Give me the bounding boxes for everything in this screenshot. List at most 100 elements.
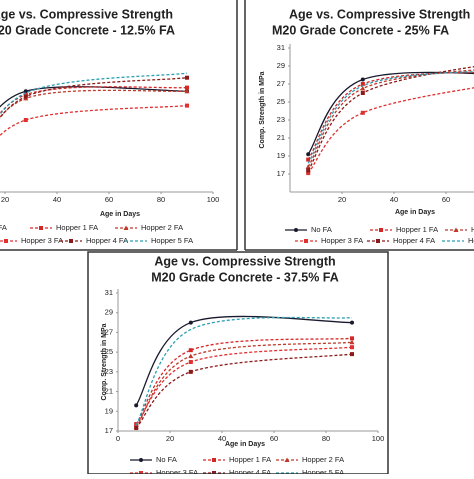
legend-marker — [453, 227, 459, 232]
x-tick-label: 80 — [322, 434, 330, 443]
data-point — [185, 85, 189, 90]
x-tick-label: 100 — [207, 195, 220, 204]
chart-subtitle: M20 Grade Concrete - 12.5% FA — [0, 23, 175, 37]
legend-label: Hopper 4 FA — [86, 236, 128, 245]
y-tick-label: 31 — [277, 43, 285, 52]
panel: Age vs. Compressive Strength M20 Grade Co… — [101, 254, 384, 474]
series-line — [135, 346, 353, 426]
y-tick-label: 21 — [277, 133, 285, 142]
legend-marker — [39, 226, 43, 230]
data-point — [188, 320, 193, 325]
data-point — [188, 369, 193, 374]
series-line — [0, 86, 188, 108]
chart-title: Age vs. Compressive Strength — [289, 7, 470, 21]
data-point — [306, 152, 311, 157]
data-point — [360, 82, 365, 86]
data-point — [305, 164, 311, 169]
data-point — [350, 320, 354, 325]
legend-marker — [212, 471, 216, 474]
y-tick-label: 25 — [277, 97, 285, 106]
data-point — [306, 168, 311, 173]
x-tick-label: 60 — [270, 434, 278, 443]
x-tick-label: 60 — [442, 195, 450, 204]
legend-marker — [379, 228, 383, 232]
series-line — [0, 86, 188, 115]
data-point — [188, 353, 194, 359]
legend-marker — [284, 457, 290, 462]
series-line — [135, 316, 353, 426]
y-axis-label: Comp. Strength in MPa — [101, 323, 108, 400]
legend-label: Hopper 5 FA — [468, 236, 474, 245]
series-line — [0, 72, 188, 116]
legend-label: No FA — [311, 225, 332, 234]
legend-marker — [69, 239, 73, 243]
data-point — [184, 88, 190, 94]
data-point — [23, 94, 28, 99]
y-tick-label: 25 — [105, 347, 113, 356]
data-point — [306, 171, 311, 176]
legend-label: Hopper 1 FA — [396, 225, 438, 234]
chart-title: Age vs. Compressive Strength — [0, 7, 173, 21]
data-point — [360, 91, 365, 95]
x-tick-label: 20 — [1, 195, 9, 204]
legend-label: No FA — [156, 455, 177, 464]
x-tick-label: 20 — [166, 434, 174, 443]
legend-marker — [123, 225, 129, 230]
series-line — [307, 71, 474, 164]
data-point — [185, 103, 189, 108]
legend-label: Hopper 1 FA — [229, 455, 271, 464]
legend-label: Hopper 2 FA — [141, 223, 183, 232]
y-tick-label: 21 — [105, 387, 113, 396]
legend-label: Hopper 3 FA — [21, 236, 63, 245]
x-tick-label: 80 — [157, 195, 165, 204]
data-point — [306, 157, 311, 162]
data-point — [23, 118, 28, 122]
legend-label: Hopper 2 FA — [302, 455, 344, 464]
legend-marker — [376, 239, 380, 243]
legend-label: Hopper 3 FA — [156, 468, 198, 474]
chart-title: Age vs. Compressive Strength — [154, 254, 335, 268]
data-point — [185, 75, 189, 80]
y-tick-label: 31 — [105, 288, 113, 297]
legend-label: No FA — [0, 223, 7, 232]
legend-label: Hopper 1 FA — [56, 223, 98, 232]
y-tick-label: 19 — [105, 406, 113, 415]
data-point — [350, 345, 354, 350]
y-axis-label: Comp. Strength in MPa — [259, 71, 266, 148]
y-tick-label: 19 — [277, 151, 285, 160]
legend-label: Hopper 3 FA — [321, 236, 363, 245]
legend-label: Hopper 2 FA — [471, 225, 474, 234]
legend-marker — [304, 239, 308, 243]
x-axis-label: Age in Days — [100, 211, 140, 218]
y-tick-label: 17 — [277, 169, 285, 178]
data-point — [360, 86, 366, 91]
y-tick-label: 17 — [105, 426, 113, 435]
legend-label: Hopper 4 FA — [393, 236, 435, 245]
panel: Age vs. Compressive Strength M20 Grade Co… — [0, 7, 219, 245]
data-point — [349, 339, 355, 345]
legend-label: Hopper 4 FA — [229, 468, 271, 474]
x-tick-label: 40 — [218, 434, 226, 443]
data-point — [188, 348, 193, 353]
series-line — [135, 341, 353, 428]
x-tick-label: 40 — [390, 195, 398, 204]
series-line — [307, 87, 474, 174]
data-point — [134, 403, 139, 408]
x-tick-label: 0 — [116, 434, 120, 443]
legend-marker — [139, 471, 143, 474]
x-tick-label: 100 — [372, 434, 385, 443]
legend-label: Hopper 5 FA — [302, 468, 344, 474]
panel: Age vs. Compressive Strength M20 Grade Co… — [259, 7, 474, 245]
y-tick-label: 23 — [105, 367, 113, 376]
x-axis-label: Age in Days — [395, 209, 435, 216]
y-tick-label: 27 — [105, 327, 113, 336]
y-tick-label: 27 — [277, 79, 285, 88]
y-tick-label: 23 — [277, 115, 285, 124]
data-point — [360, 110, 365, 115]
y-tick-label: 29 — [105, 308, 113, 317]
data-point — [350, 336, 354, 341]
x-axis-label: Age in Days — [225, 441, 265, 448]
data-point — [134, 426, 139, 431]
data-point — [188, 360, 193, 364]
